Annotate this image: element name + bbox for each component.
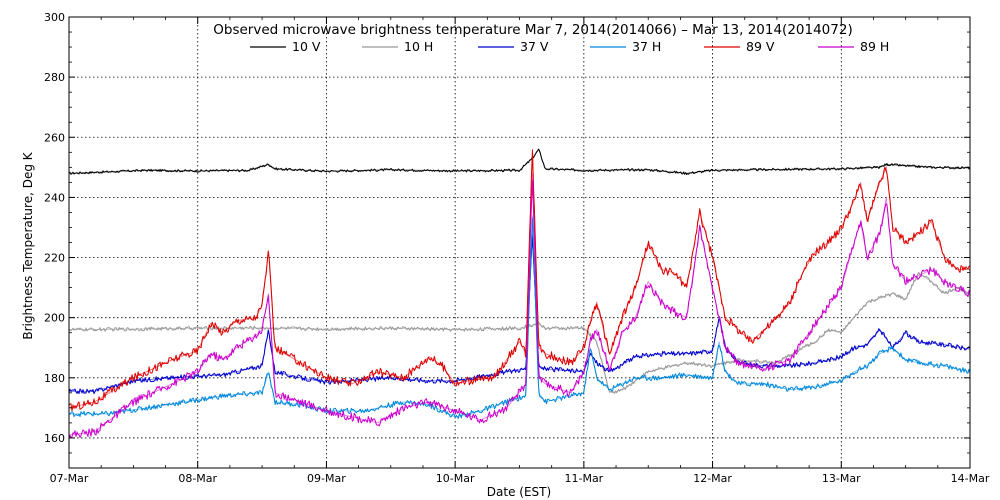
y-tick-label: 280 xyxy=(44,71,65,84)
x-axis-label: Date (EST) xyxy=(487,485,551,499)
x-tick-label: 10-Mar xyxy=(436,472,475,485)
legend-label: 37 V xyxy=(520,39,549,54)
y-tick-label: 220 xyxy=(44,252,65,265)
legend-label: 10 H xyxy=(404,39,433,54)
series-anchor-line xyxy=(69,215,971,418)
series-line-10-h xyxy=(68,272,971,394)
legend-label: 89 H xyxy=(860,39,889,54)
x-tick-label: 13-Mar xyxy=(822,472,861,485)
axis-ticks: 160 180 200 220 240 260 280 300 07-Mar 08-Mar 09-M… xyxy=(44,11,990,485)
legend-label: 89 V xyxy=(746,39,775,54)
y-axis-label: Brightness Temperature, Deg K xyxy=(21,151,35,339)
y-tick-label: 160 xyxy=(44,432,65,445)
legend-label: 37 H xyxy=(632,39,661,54)
y-tick-label: 260 xyxy=(44,131,65,144)
series-anchor-line xyxy=(68,173,971,436)
legend: 10 V 10 H 37 V 37 H 89 V 89 H xyxy=(250,39,889,54)
y-tick-label: 240 xyxy=(44,191,65,204)
y-tick-label: 180 xyxy=(44,372,65,385)
x-tick-label: 07-Mar xyxy=(50,472,89,485)
series-line-37-v xyxy=(68,236,971,395)
y-tick-label: 300 xyxy=(44,11,65,24)
series-anchor-line xyxy=(68,148,971,174)
x-tick-label: 12-Mar xyxy=(693,472,732,485)
x-tick-label: 09-Mar xyxy=(307,472,346,485)
series-anchor-line xyxy=(68,149,970,409)
x-tick-label: 11-Mar xyxy=(564,472,603,485)
series-lines xyxy=(68,148,971,440)
y-tick-label: 200 xyxy=(44,312,65,325)
x-tick-label: 08-Mar xyxy=(178,472,217,485)
series-line-37-h xyxy=(68,217,971,419)
chart-title: Observed microwave brightness temperatur… xyxy=(213,22,852,38)
series-line-89-v xyxy=(68,149,971,412)
series-anchor-line xyxy=(68,271,971,394)
legend-label: 10 V xyxy=(292,39,321,54)
series-anchor-line xyxy=(69,233,971,392)
x-tick-label: 14-Mar xyxy=(951,472,990,485)
grid xyxy=(69,17,970,468)
